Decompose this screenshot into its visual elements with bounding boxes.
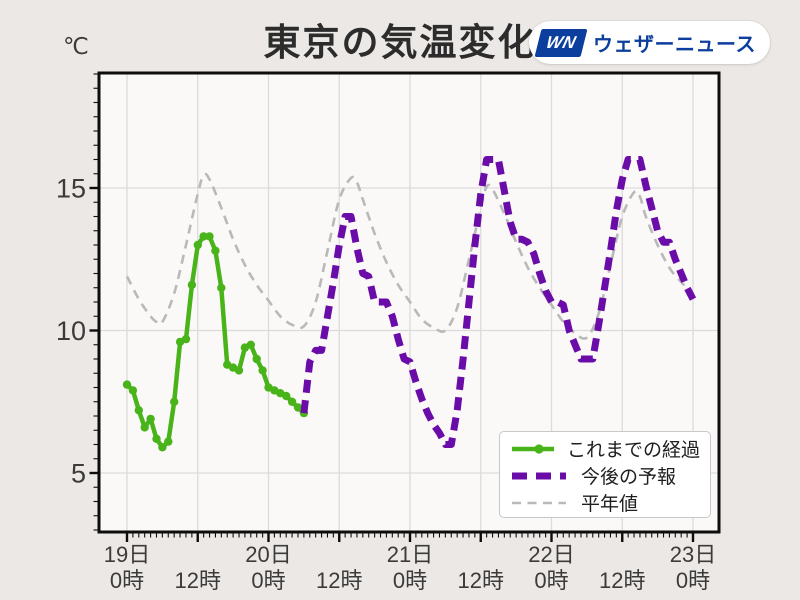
legend-item-forecast: 今後の予報	[510, 462, 700, 489]
x-tick-label: 12時	[599, 568, 645, 593]
y-tick-label: 10	[56, 316, 86, 346]
x-tick-label: 23日 0時	[670, 542, 716, 593]
axis-ticks	[89, 73, 695, 542]
legend-label-forecast: 今後の予報	[581, 467, 677, 488]
y-axis-unit-label: ℃	[63, 33, 89, 59]
x-tick-label: 19日 0時	[104, 542, 150, 593]
past-series-markers	[122, 232, 309, 452]
x-tick-label: 21日 0時	[387, 542, 433, 593]
past-line-sample-icon	[512, 443, 554, 454]
y-tick-label: 5	[71, 459, 86, 489]
chart-legend: これまでの経過 今後の予報 平年値	[499, 431, 711, 518]
forecast-line-sample-icon	[512, 472, 566, 479]
x-tick-label: 12時	[316, 568, 362, 593]
weathernews-logo-text: ウェザーニュース	[593, 34, 756, 56]
legend-item-normal: 平年値	[510, 489, 700, 516]
y-tick-labels: 5 10 15	[56, 174, 86, 489]
plot-border	[97, 71, 721, 534]
x-tick-label: 12時	[458, 568, 504, 593]
weathernews-logo: WN ウェザーニュース	[529, 21, 770, 64]
legend-label-past: これまでの経過	[566, 440, 700, 461]
forecast-series-line	[300, 156, 697, 448]
legend-label-normal: 平年値	[581, 494, 639, 515]
x-tick-label: 20日 0時	[245, 542, 291, 593]
x-tick-label: 12時	[175, 568, 221, 593]
chart-title: 東京の気温変化	[263, 22, 537, 63]
normal-line-sample-icon	[512, 501, 566, 504]
y-tick-label: 15	[56, 174, 86, 204]
x-tick-labels: 19日 0時 12時 20日 0時 12時 21日 0時 12時 22日 0時 12時 23日 0時	[104, 542, 716, 593]
x-tick-label: 22日 0時	[528, 542, 574, 593]
legend-item-past: これまでの経過	[510, 435, 700, 462]
